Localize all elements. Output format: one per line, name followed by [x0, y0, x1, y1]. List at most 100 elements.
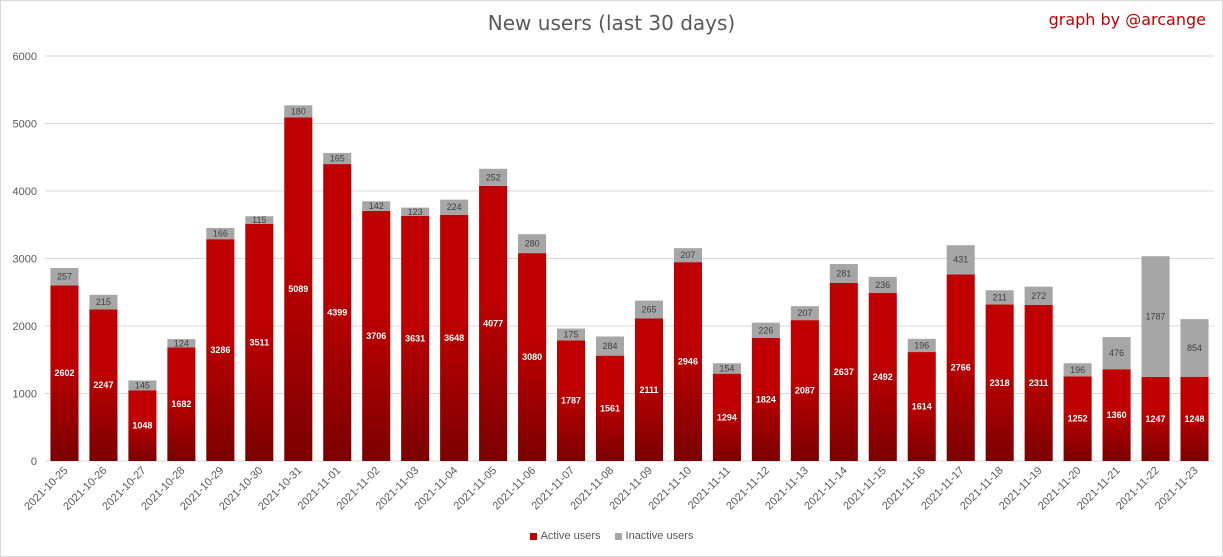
y-tick-label: 4000 [13, 186, 37, 198]
legend-swatch-active [529, 532, 537, 540]
legend-swatch-inactive [614, 532, 622, 540]
bar-active [1141, 376, 1170, 461]
data-label-active: 1048 [132, 421, 152, 431]
bar-inactive [89, 294, 118, 310]
bar-active [128, 390, 157, 461]
data-label-inactive: 265 [641, 305, 656, 315]
bar-inactive [401, 207, 430, 216]
data-label-active: 2766 [951, 363, 971, 373]
data-label-inactive: 272 [1031, 291, 1046, 301]
bar-active [323, 164, 352, 461]
bar-inactive [751, 322, 780, 338]
data-label-active: 3706 [366, 331, 386, 341]
bar-inactive [634, 300, 664, 319]
data-label-active: 1787 [561, 396, 581, 406]
bar-active [1063, 376, 1092, 461]
data-label-active: 2492 [873, 372, 893, 382]
data-label-active: 3080 [522, 352, 542, 362]
bar-active [907, 352, 936, 461]
data-label-inactive: 154 [719, 363, 734, 373]
data-label-active: 1294 [717, 412, 737, 422]
bar-active [1102, 369, 1131, 461]
data-label-inactive: 180 [291, 106, 306, 116]
bar-inactive [50, 268, 79, 286]
bar-active [751, 337, 780, 461]
bar-inactive [946, 245, 975, 275]
bar-inactive [128, 380, 157, 391]
data-label-inactive: 115 [252, 215, 266, 225]
data-label-active: 2311 [1029, 378, 1049, 388]
data-label-inactive: 431 [953, 255, 968, 265]
bar-inactive [518, 234, 547, 254]
data-label-active: 3631 [405, 333, 425, 343]
data-label-inactive: 196 [914, 340, 929, 350]
data-label-active: 1682 [171, 399, 191, 409]
bar-inactive [440, 199, 469, 215]
legend-item-inactive: Inactive users [614, 530, 694, 542]
bar-inactive [868, 276, 897, 293]
data-label-inactive: 211 [993, 292, 1007, 302]
data-label-active: 3286 [210, 345, 230, 355]
data-label-active: 4399 [327, 308, 347, 318]
bar-active [362, 210, 391, 461]
bar-active [712, 373, 741, 461]
bar-inactive [206, 227, 235, 240]
bar-inactive [673, 248, 702, 263]
data-label-inactive: 854 [1187, 343, 1202, 353]
bar-inactive [907, 338, 936, 353]
data-label-active: 3511 [250, 338, 270, 348]
y-tick-label: 0 [31, 456, 37, 468]
bar-inactive [829, 264, 858, 284]
data-label-active: 5089 [288, 284, 308, 294]
bar-active [440, 214, 469, 461]
bar-active [790, 320, 819, 461]
bar-inactive [1180, 319, 1209, 377]
bar-active [829, 283, 858, 461]
bar-inactive [1024, 286, 1053, 306]
data-label-active: 1247 [1146, 414, 1166, 424]
bar-active [518, 253, 547, 461]
bar-inactive [790, 306, 819, 321]
chart-title: New users (last 30 days) [487, 11, 736, 35]
legend-label-active: Active users [540, 530, 601, 542]
data-label-active: 2637 [834, 367, 854, 377]
y-tick-label: 2000 [13, 321, 37, 333]
data-label-active: 2946 [678, 357, 698, 367]
bar-inactive [557, 328, 586, 341]
bar-active [284, 117, 313, 462]
bar-active [1024, 305, 1053, 461]
data-label-active: 1824 [756, 394, 776, 404]
y-tick-label: 1000 [13, 389, 37, 401]
data-label-inactive: 215 [96, 297, 111, 307]
bar-inactive [1102, 337, 1131, 370]
bar-active [167, 347, 196, 461]
data-label-inactive: 224 [447, 202, 462, 212]
bar-inactive [985, 290, 1014, 305]
data-label-inactive: 257 [57, 272, 72, 282]
y-tick-label: 5000 [13, 119, 37, 131]
legend-label-inactive: Inactive users [625, 530, 694, 542]
data-label-active: 1561 [600, 403, 620, 413]
bar-active [595, 355, 625, 461]
bar-inactive [167, 339, 196, 348]
chart-legend: Active users Inactive users [1, 530, 1222, 542]
bar-active [89, 309, 118, 461]
data-label-inactive: 1787 [1146, 312, 1166, 322]
chart-credit: graph by @arcange [1048, 10, 1206, 29]
bar-inactive [284, 105, 313, 118]
data-label-active: 2318 [990, 378, 1010, 388]
data-label-active: 2087 [795, 386, 815, 396]
data-label-active: 2602 [54, 368, 74, 378]
bar-inactive [479, 168, 508, 186]
bar-active [479, 185, 508, 462]
data-label-inactive: 142 [369, 201, 384, 211]
legend-item-active: Active users [529, 530, 601, 542]
bar-active [985, 304, 1014, 461]
y-tick-label: 6000 [13, 51, 37, 63]
bar-inactive [323, 152, 352, 165]
data-label-inactive: 284 [603, 341, 618, 351]
bar-inactive [362, 201, 391, 211]
data-label-inactive: 196 [1070, 365, 1085, 375]
